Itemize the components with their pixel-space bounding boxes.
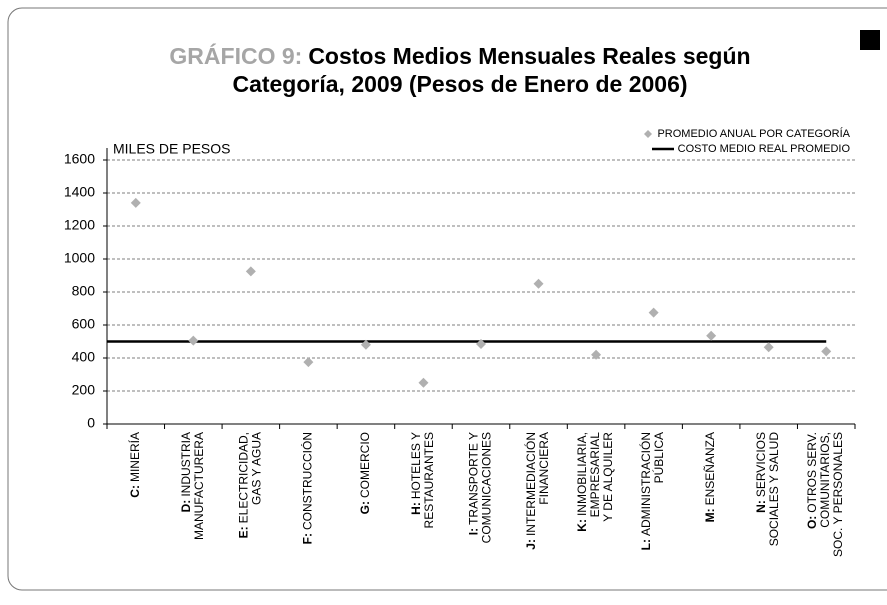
category-name: TRANSPORTE Y xyxy=(467,432,481,525)
category-code: K: xyxy=(575,519,589,532)
x-tick-label: SOC. Y PERSONALES xyxy=(831,432,845,557)
point xyxy=(418,377,429,388)
x-tick-label: MANUFACTURERA xyxy=(192,432,206,540)
category-code: F: xyxy=(301,533,315,544)
category-name: SERVICIOS xyxy=(754,432,768,497)
category-code: G: xyxy=(358,501,372,514)
category-name: FINANCIERA xyxy=(537,432,551,505)
x-tick-label: D: INDUSTRIA xyxy=(179,432,193,512)
category-code: H: xyxy=(409,502,423,515)
point xyxy=(476,338,486,349)
y-tick-label: 400 xyxy=(72,349,96,365)
x-tick-label: I: TRANSPORTE Y xyxy=(467,432,481,535)
x-tick-label: O: OTROS SERV. xyxy=(805,432,819,529)
category-name: HOTELES Y xyxy=(409,432,423,499)
category-name: INTERMEDIACIÓN xyxy=(523,432,538,536)
point xyxy=(245,266,256,277)
title-prefix: GRÁFICO 9: xyxy=(169,42,302,69)
point xyxy=(360,339,371,350)
x-tick-label: F: CONSTRUCCIÓN xyxy=(300,432,315,544)
x-tick-label: E: ELECTRICIDAD, xyxy=(237,432,251,538)
category-name: MINERÍA xyxy=(127,432,142,482)
category-code: L: xyxy=(639,539,653,550)
category-name: COMUNITARIOS, xyxy=(818,432,832,528)
y-tick-label: 200 xyxy=(72,382,96,398)
title-line: Costos Medios Mensuales Reales según xyxy=(308,43,750,69)
point xyxy=(821,346,832,357)
legend-marker xyxy=(644,130,652,138)
category-code: M: xyxy=(703,508,717,522)
y-tick-label: 0 xyxy=(87,415,95,431)
x-tick-label: EMPRESARIAL xyxy=(588,432,602,518)
category-name: SOC. Y PERSONALES xyxy=(831,432,845,557)
y-tick-label: 800 xyxy=(72,283,96,299)
y-axis-label: MILES DE PESOS xyxy=(113,141,230,157)
legend-label: PROMEDIO ANUAL POR CATEGORÍA xyxy=(657,127,850,140)
point xyxy=(648,307,659,318)
category-name: ENSEÑANZA xyxy=(703,432,717,505)
point xyxy=(130,197,141,208)
x-tick-label: RESTAURANTES xyxy=(422,432,436,528)
x-tick-label: COMUNICACIONES xyxy=(480,432,494,543)
y-tick-label: 1000 xyxy=(64,250,95,266)
x-tick-label: H: HOTELES Y xyxy=(409,432,423,515)
corner-square xyxy=(860,30,880,50)
category-name: ADMINISTRACIÓN xyxy=(638,432,653,536)
y-tick-label: 1600 xyxy=(64,151,95,167)
point xyxy=(533,278,544,289)
category-code: C: xyxy=(128,485,142,498)
point xyxy=(763,342,774,353)
x-tick-label: GAS Y AGUA xyxy=(250,432,264,505)
title-line: Categoría, 2009 (Pesos de Enero de 2006) xyxy=(232,71,687,97)
category-name: SOCIALES Y SALUD xyxy=(767,432,781,547)
point xyxy=(591,349,602,360)
point xyxy=(706,330,717,341)
x-tick-label: G: COMERCIO xyxy=(358,432,372,514)
category-code: E: xyxy=(237,526,251,538)
category-code: D: xyxy=(179,500,193,513)
y-tick-label: 1400 xyxy=(64,184,95,200)
category-name: ELECTRICIDAD, xyxy=(237,432,251,523)
legend-label: COSTO MEDIO REAL PROMEDIO xyxy=(678,143,851,155)
category-name: COMUNICACIONES xyxy=(480,432,494,543)
category-name: GAS Y AGUA xyxy=(250,432,264,505)
category-name: MANUFACTURERA xyxy=(192,432,206,540)
x-tick-label: PÚBLICA xyxy=(651,432,666,483)
category-name: INMOBILIARIA, xyxy=(575,432,589,516)
category-code: N: xyxy=(754,500,768,513)
x-tick-label: L: ADMINISTRACIÓN xyxy=(638,432,653,550)
x-tick-label: COMUNITARIOS, xyxy=(818,432,832,528)
frame xyxy=(7,7,887,591)
y-tick-label: 1200 xyxy=(64,217,95,233)
y-tick-label: 600 xyxy=(72,316,96,332)
x-tick-label: SOCIALES Y SALUD xyxy=(767,432,781,547)
category-name: RESTAURANTES xyxy=(422,432,436,528)
point xyxy=(303,357,314,368)
x-tick-label: M: ENSEÑANZA xyxy=(703,432,717,522)
x-tick-label: Y DE ALQUILER xyxy=(601,432,615,522)
category-code: I: xyxy=(467,528,481,535)
x-tick-label: J: INTERMEDIACIÓN xyxy=(523,432,538,550)
category-name: OTROS SERV. xyxy=(805,432,819,513)
category-name: Y DE ALQUILER xyxy=(601,432,615,522)
x-tick-label: N: SERVICIOS xyxy=(754,432,768,513)
category-code: O: xyxy=(805,516,819,529)
category-name: EMPRESARIAL xyxy=(588,432,602,518)
category-name: PÚBLICA xyxy=(651,432,666,483)
category-name: COMERCIO xyxy=(358,432,372,498)
chart-title: GRÁFICO 9: Costos Medios Mensuales Reales… xyxy=(169,42,750,69)
category-name: CONSTRUCCIÓN xyxy=(300,432,315,530)
x-tick-label: C: MINERÍA xyxy=(127,432,142,498)
category-name: INDUSTRIA xyxy=(179,432,193,497)
x-tick-label: K: INMOBILIARIA, xyxy=(575,432,589,532)
x-tick-label: FINANCIERA xyxy=(537,432,551,505)
point xyxy=(188,335,199,346)
category-code: J: xyxy=(524,539,538,550)
